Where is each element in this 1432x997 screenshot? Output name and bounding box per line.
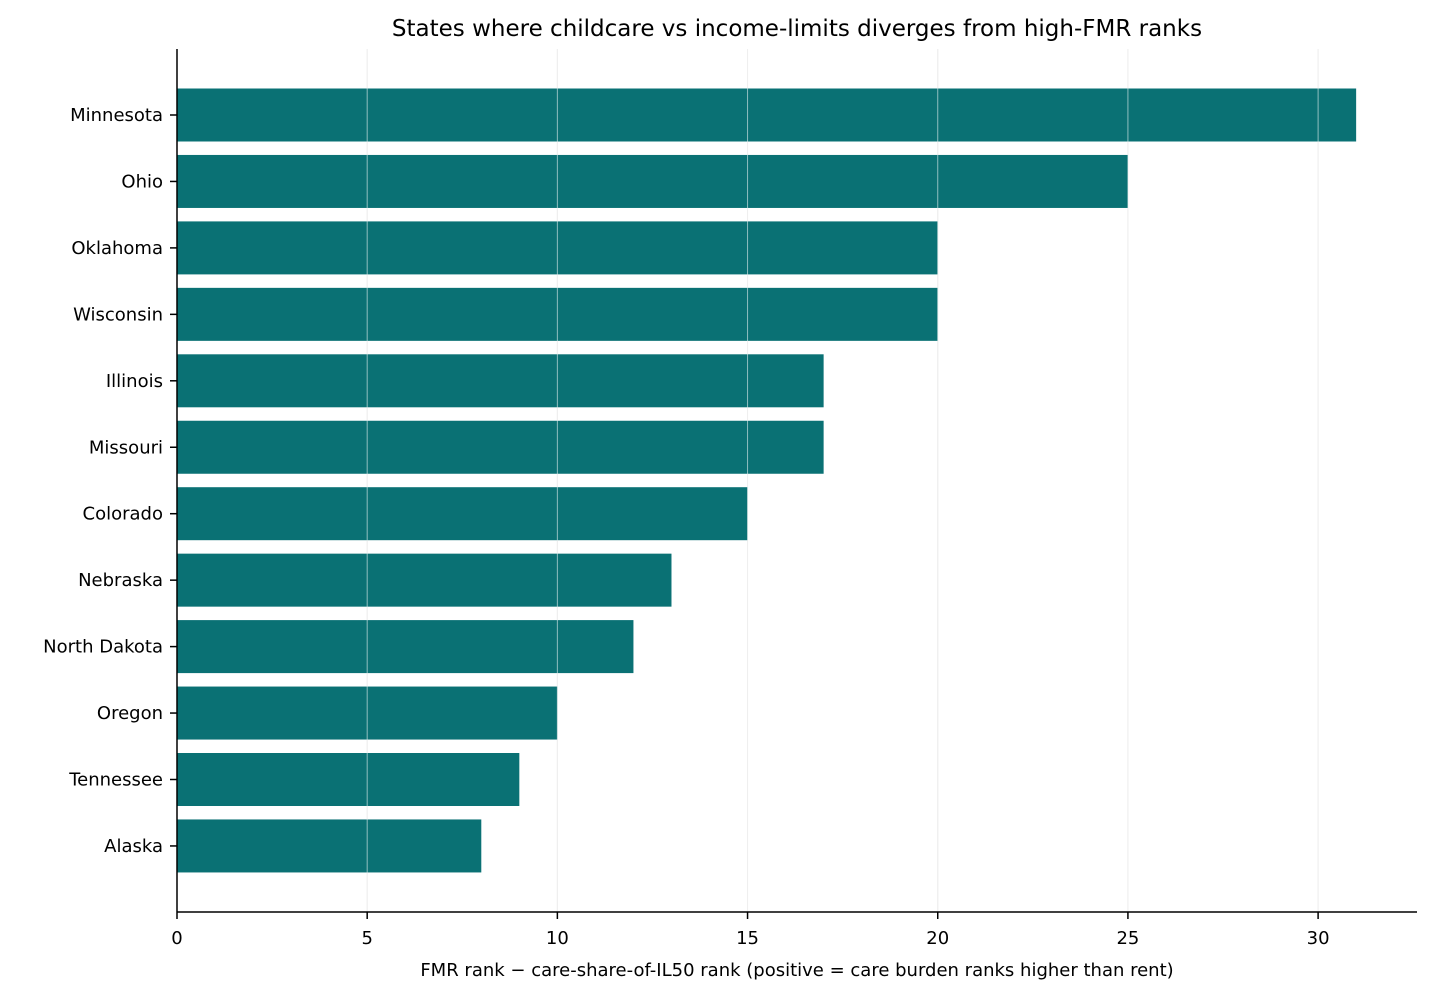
y-tick-label: Alaska [104, 836, 163, 857]
chart-title: States where childcare vs income-limits … [392, 16, 1202, 42]
y-tick-label: Oklahoma [71, 238, 163, 259]
x-tick-label: 25 [1116, 928, 1139, 949]
bar [177, 420, 824, 474]
y-tick-label: Nebraska [78, 570, 163, 591]
bar [177, 487, 748, 541]
y-tick-label: Illinois [106, 371, 163, 392]
y-tick-label: Ohio [121, 171, 163, 192]
bar [177, 88, 1357, 142]
bar [177, 154, 1128, 208]
y-tick-label: Colorado [83, 504, 163, 525]
bars [177, 88, 1357, 873]
bar [177, 553, 672, 607]
y-tick-label: Oregon [97, 703, 163, 724]
x-tick-label: 15 [736, 928, 759, 949]
bar [177, 819, 482, 873]
y-tick-label: Minnesota [70, 105, 163, 126]
x-tick-label: 20 [926, 928, 949, 949]
y-tick-label: North Dakota [43, 637, 163, 658]
bar [177, 354, 824, 408]
bar [177, 753, 520, 806]
x-tick-label: 0 [171, 928, 182, 949]
gridlines-front [366, 49, 1319, 912]
x-tick-label: 5 [361, 928, 372, 949]
y-tick-label: Tennessee [68, 770, 163, 791]
x-tick-label: 10 [546, 928, 569, 949]
bar [177, 620, 634, 674]
x-tick-label: 30 [1307, 928, 1330, 949]
x-axis-label: FMR rank − care-share-of-IL50 rank (posi… [420, 960, 1173, 981]
y-tick-label: Wisconsin [73, 304, 163, 325]
y-tick-label: Missouri [89, 437, 163, 458]
axes: Minnesota Ohio Oklahoma Wisconsin Illinois Mi… [43, 49, 1417, 949]
